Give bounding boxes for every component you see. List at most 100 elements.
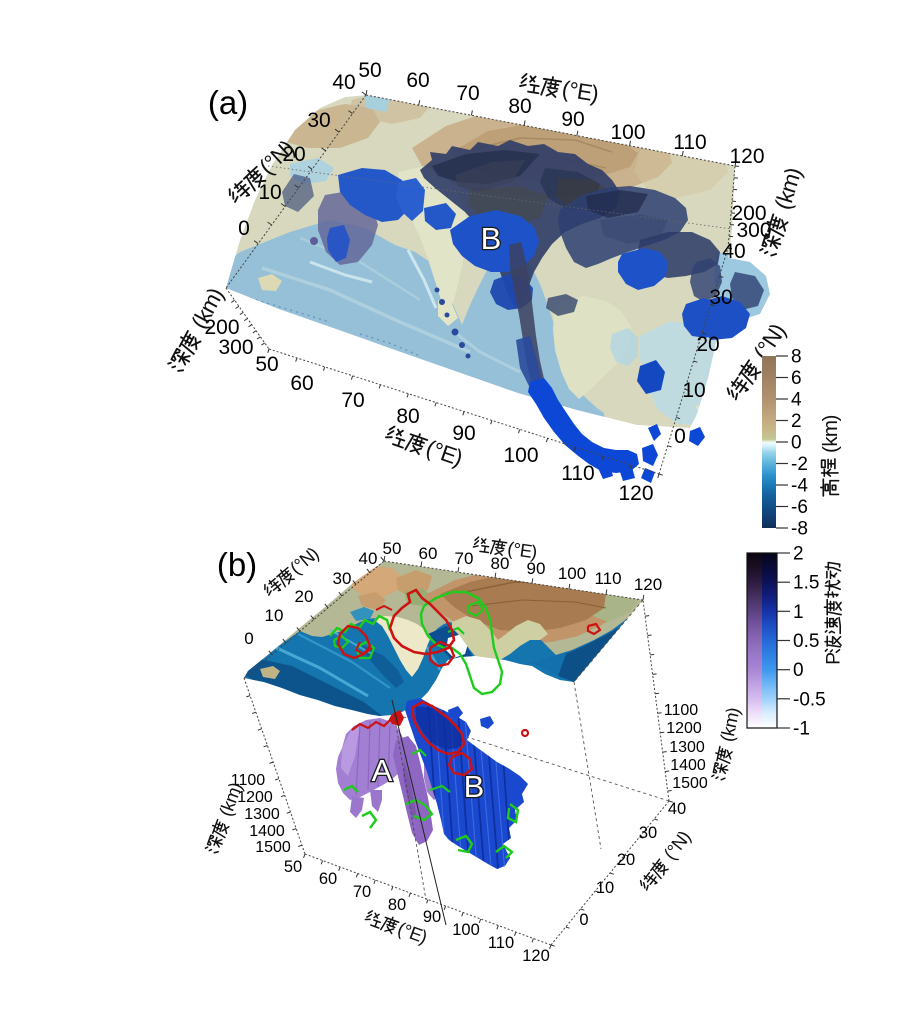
- svg-text:90: 90: [561, 108, 584, 131]
- svg-text:40: 40: [668, 800, 686, 818]
- svg-text:A: A: [372, 753, 393, 788]
- svg-text:4: 4: [791, 390, 802, 411]
- svg-text:): ): [530, 541, 539, 563]
- svg-text:70: 70: [353, 883, 371, 901]
- svg-text:1500: 1500: [255, 839, 291, 856]
- svg-text:20: 20: [282, 143, 305, 166]
- svg-text:m: m: [819, 420, 842, 437]
- svg-text:60: 60: [319, 870, 337, 888]
- svg-text:70: 70: [341, 389, 364, 412]
- svg-text:k: k: [819, 436, 842, 447]
- svg-text:120: 120: [634, 575, 662, 594]
- svg-text:200: 200: [204, 316, 239, 339]
- svg-text:(a): (a): [208, 84, 248, 121]
- svg-text:1300: 1300: [669, 739, 705, 756]
- svg-text:30: 30: [333, 569, 352, 588]
- svg-text:E: E: [575, 78, 594, 106]
- svg-text:8: 8: [791, 347, 802, 368]
- svg-text:): ): [722, 705, 744, 715]
- svg-text:m: m: [719, 710, 743, 729]
- svg-text:1100: 1100: [231, 772, 266, 789]
- svg-text:30: 30: [709, 286, 732, 309]
- svg-text:40: 40: [722, 240, 745, 263]
- svg-text:30: 30: [307, 109, 330, 132]
- svg-text:1200: 1200: [237, 789, 273, 806]
- svg-text:100: 100: [452, 921, 480, 939]
- svg-text:1500: 1500: [672, 775, 708, 792]
- svg-text:100: 100: [610, 121, 645, 144]
- svg-text:-6: -6: [791, 497, 808, 518]
- svg-text:80: 80: [388, 896, 406, 914]
- svg-text:(: (: [716, 732, 738, 743]
- svg-text:0: 0: [674, 425, 686, 448]
- svg-text:(: (: [819, 446, 842, 453]
- svg-text:B: B: [481, 221, 502, 256]
- svg-text:50: 50: [358, 59, 381, 82]
- svg-text:-8: -8: [791, 519, 808, 540]
- svg-text:70: 70: [456, 82, 479, 105]
- svg-text:°: °: [567, 76, 580, 103]
- svg-text:1400: 1400: [670, 757, 706, 774]
- svg-text:B: B: [464, 769, 485, 804]
- svg-text:1.5: 1.5: [793, 573, 819, 594]
- svg-text:20: 20: [617, 851, 635, 869]
- svg-text:B: B: [481, 221, 502, 256]
- svg-text:110: 110: [594, 569, 621, 588]
- svg-text:-2: -2: [791, 454, 808, 475]
- svg-text:(b): (b): [217, 546, 257, 583]
- svg-text:10: 10: [596, 879, 614, 897]
- svg-text:m: m: [220, 784, 245, 806]
- svg-text:0: 0: [244, 629, 253, 648]
- svg-text:10: 10: [258, 181, 281, 204]
- svg-text:50: 50: [284, 858, 302, 876]
- svg-text:120: 120: [729, 145, 764, 168]
- svg-text:30: 30: [639, 824, 657, 842]
- svg-text:1100: 1100: [664, 702, 699, 719]
- svg-text:20: 20: [295, 587, 314, 606]
- svg-text:): ): [819, 414, 842, 421]
- svg-text:1300: 1300: [244, 806, 280, 823]
- svg-text:P: P: [823, 652, 845, 665]
- svg-text:1: 1: [793, 602, 804, 623]
- svg-text:-4: -4: [791, 476, 808, 497]
- svg-text:0: 0: [793, 660, 804, 681]
- svg-text:110: 110: [673, 131, 706, 154]
- svg-text:A: A: [372, 753, 393, 788]
- svg-text:300: 300: [218, 336, 253, 359]
- svg-text:100: 100: [503, 444, 538, 467]
- svg-text:40: 40: [359, 549, 378, 568]
- svg-text:0: 0: [238, 217, 250, 240]
- svg-text:(: (: [560, 75, 572, 102]
- svg-text:2: 2: [791, 411, 802, 432]
- svg-text:90: 90: [423, 908, 441, 926]
- svg-text:°: °: [512, 538, 522, 560]
- svg-text:10: 10: [682, 379, 705, 402]
- svg-text:B: B: [464, 769, 485, 804]
- svg-text:2: 2: [793, 544, 804, 565]
- svg-text:70: 70: [455, 549, 474, 568]
- svg-text:80: 80: [491, 554, 510, 573]
- svg-text:120: 120: [618, 482, 653, 505]
- svg-text:80: 80: [508, 95, 531, 118]
- svg-text:(: (: [506, 538, 516, 560]
- svg-text:60: 60: [419, 544, 438, 563]
- svg-text:10: 10: [265, 606, 284, 625]
- svg-text:E: E: [519, 539, 534, 562]
- svg-text:100: 100: [558, 564, 586, 583]
- svg-text:200: 200: [731, 202, 766, 225]
- svg-text:300: 300: [736, 219, 771, 242]
- svg-text:-0.5: -0.5: [793, 689, 826, 710]
- svg-text:20: 20: [696, 333, 719, 356]
- svg-text:50: 50: [255, 353, 278, 376]
- svg-text:40: 40: [332, 71, 355, 94]
- svg-text:90: 90: [452, 422, 475, 445]
- svg-text:80: 80: [396, 405, 419, 428]
- svg-text:0: 0: [579, 911, 588, 929]
- svg-text:110: 110: [488, 934, 514, 952]
- svg-text:120: 120: [522, 947, 550, 965]
- svg-text:0.5: 0.5: [793, 631, 819, 652]
- svg-text:): ): [589, 80, 601, 107]
- svg-text:1400: 1400: [249, 823, 285, 840]
- svg-text:90: 90: [527, 559, 546, 578]
- svg-text:6: 6: [791, 368, 802, 389]
